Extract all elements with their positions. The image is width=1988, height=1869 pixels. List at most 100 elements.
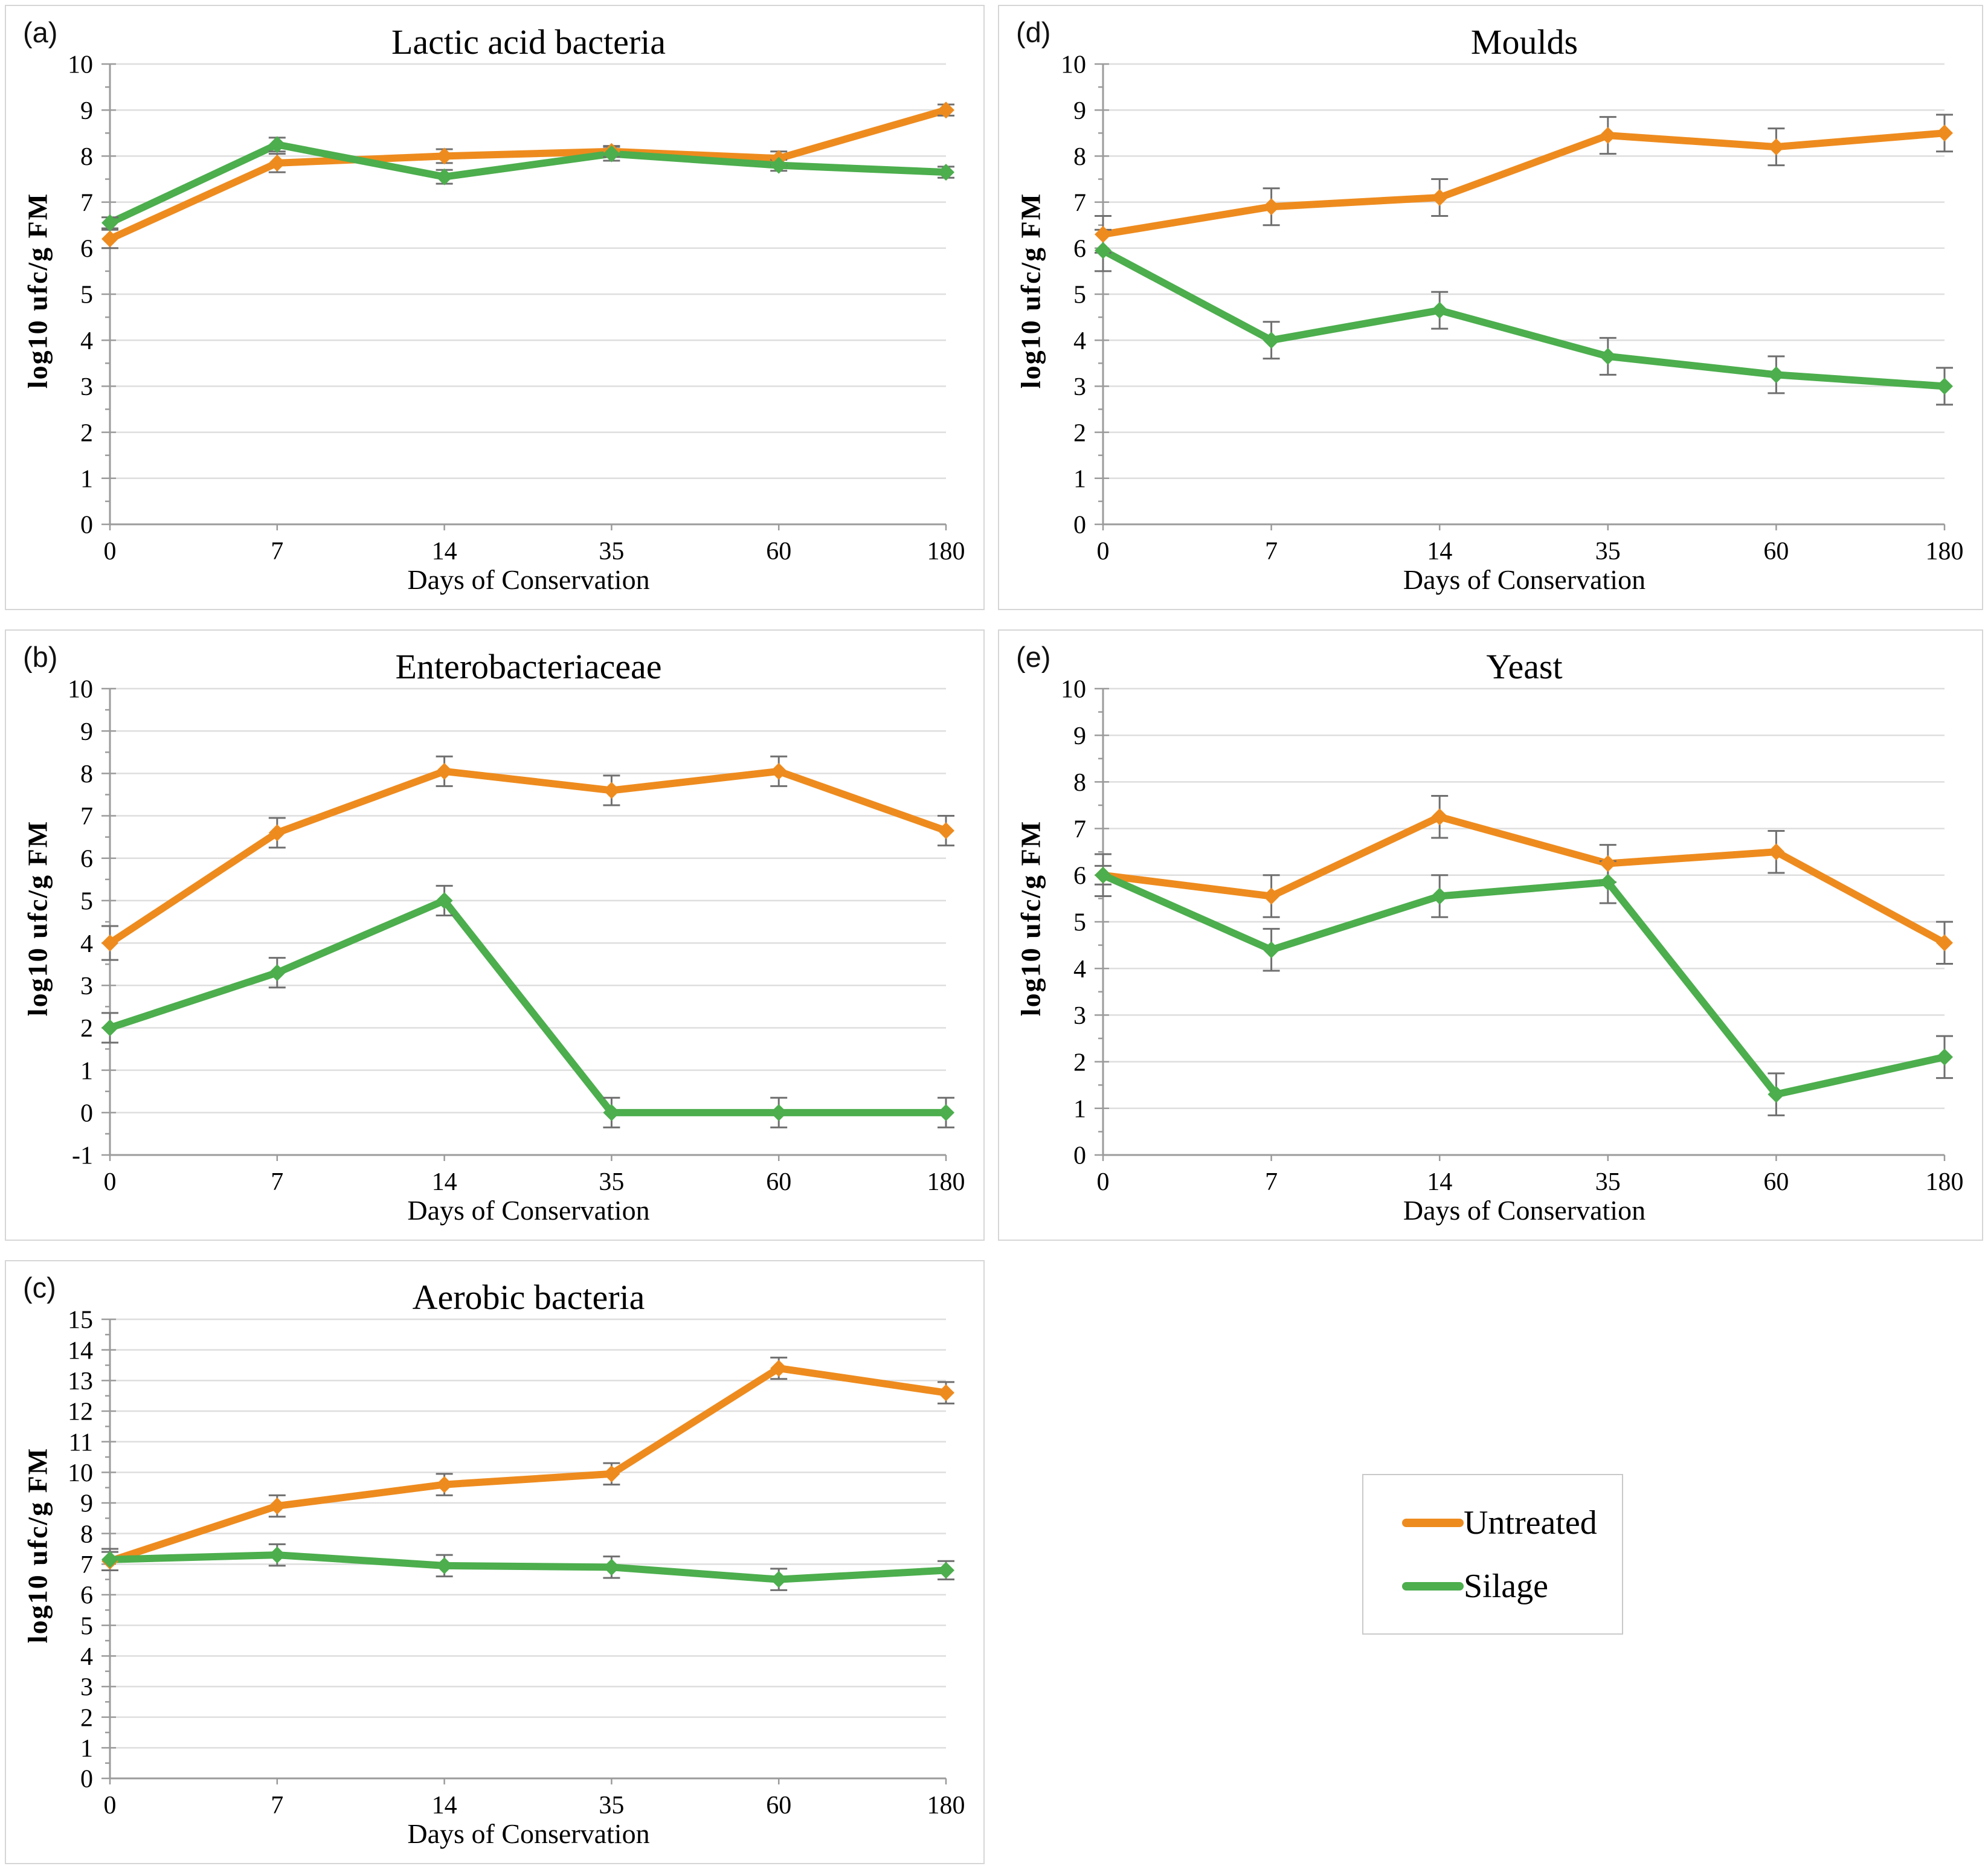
y-tick-label: 5 <box>80 1612 93 1640</box>
data-point-marker-untreated <box>1431 188 1449 206</box>
x-tick-label: 60 <box>1763 1168 1789 1196</box>
y-tick-label: 4 <box>1073 956 1086 983</box>
data-point-marker-untreated <box>1599 855 1616 872</box>
x-tick-label: 14 <box>432 1168 457 1196</box>
y-tick-label: 0 <box>80 1766 93 1793</box>
y-tick-label: 10 <box>68 676 93 704</box>
y-tick-label: 7 <box>80 189 93 217</box>
x-tick-label: 35 <box>1595 1168 1621 1196</box>
data-point-marker-silage <box>436 168 453 185</box>
series-line-untreated <box>106 767 950 947</box>
data-point-marker-untreated <box>1936 124 1953 142</box>
x-tick-label: 180 <box>1926 1168 1964 1196</box>
chart-canvas-yeast: 0 1 2 3 4 5 6 7 8 9 10 0 7 14 35 60 180 <box>1061 676 1964 1196</box>
data-point-marker-untreated <box>1263 887 1280 905</box>
data-point-marker-untreated <box>938 101 954 119</box>
series-line-silage <box>106 141 950 227</box>
series-line-silage <box>106 896 950 1116</box>
data-point-marker-untreated <box>603 782 620 799</box>
panel-letter: (d) <box>1016 16 1051 48</box>
x-tick-label: 0 <box>1097 1168 1110 1196</box>
data-point-marker-silage <box>1095 866 1111 884</box>
data-point-marker-silage <box>268 1546 286 1564</box>
data-point-marker-untreated <box>268 824 286 841</box>
x-tick-label: 180 <box>927 1792 965 1819</box>
data-point-marker-silage <box>101 1551 118 1568</box>
y-tick-label: 5 <box>1073 281 1086 309</box>
data-point-marker-silage <box>101 214 118 231</box>
y-tick-label: 5 <box>1073 909 1086 937</box>
y-tick-label: 4 <box>80 327 93 355</box>
chart-title: Moulds <box>1470 22 1578 62</box>
data-point-marker-silage <box>268 964 286 982</box>
chart-canvas-moulds: 0 1 2 3 4 5 6 7 8 9 10 0 7 14 35 60 180 <box>1061 51 1964 565</box>
y-tick-label: 1 <box>80 1735 93 1763</box>
data-point-marker-untreated <box>1768 138 1785 156</box>
panel-letter: (a) <box>23 16 58 48</box>
data-point-marker-silage <box>770 1104 788 1121</box>
series-line-untreated <box>106 106 950 243</box>
data-point-marker-silage <box>603 1559 620 1576</box>
legend-label-untreated: Untreated <box>1464 1504 1597 1542</box>
data-point-marker-silage <box>436 892 453 909</box>
y-tick-label: 1 <box>80 1057 93 1085</box>
x-tick-label: 14 <box>1427 1168 1452 1196</box>
y-tick-label: 8 <box>80 1520 93 1548</box>
y-tick-label: 0 <box>1073 1142 1086 1170</box>
x-tick-label: 7 <box>1265 1168 1278 1196</box>
data-point-marker-silage <box>1936 378 1953 395</box>
data-point-marker-untreated <box>101 934 118 952</box>
y-tick-label: 1 <box>1073 1096 1086 1124</box>
y-tick-label: 6 <box>1073 236 1086 263</box>
y-tick-label: 5 <box>80 888 93 916</box>
y-tick-label: 6 <box>1073 863 1086 890</box>
chart-canvas-lactic-acid-bacteria: 0 1 2 3 4 5 6 7 8 9 10 0 7 14 35 60 180 <box>68 51 965 565</box>
data-point-marker-silage <box>1768 366 1785 384</box>
x-axis-title: Days of Conservation <box>407 1818 650 1849</box>
y-tick-label: 3 <box>80 1674 93 1702</box>
legend-item-untreated: Untreated <box>1402 1506 1622 1540</box>
y-tick-label: 2 <box>80 1704 93 1732</box>
data-point-marker-silage <box>1431 887 1449 905</box>
panel-yeast: (e) Yeast log10 ufc/g FM Days of Conserv… <box>998 629 1983 1241</box>
data-point-marker-silage <box>770 156 788 174</box>
y-tick-label: 2 <box>1073 1049 1086 1076</box>
x-tick-label: 180 <box>1926 538 1964 565</box>
data-point-marker-silage <box>101 1019 118 1037</box>
series-line-untreated <box>106 1365 950 1565</box>
data-point-marker-silage <box>1599 347 1616 365</box>
data-point-marker-untreated <box>101 230 118 248</box>
data-point-marker-untreated <box>1263 198 1280 216</box>
panel-enterobacteriaceae: (b) Enterobacteriaceae log10 ufc/g FM Da… <box>5 629 985 1241</box>
y-tick-label: 7 <box>1073 189 1086 217</box>
y-tick-label: 9 <box>80 1490 93 1518</box>
panel-moulds: (d) Moulds log10 ufc/g FM Days of Conser… <box>998 5 1983 610</box>
x-tick-label: 14 <box>432 1792 457 1819</box>
data-point-marker-untreated <box>1095 225 1111 243</box>
x-tick-label: 35 <box>599 1792 624 1819</box>
data-point-marker-untreated <box>1599 127 1616 144</box>
x-tick-label: 14 <box>432 538 457 565</box>
y-tick-label: 3 <box>1073 1002 1086 1030</box>
panel-lactic-acid-bacteria: (a) Lactic acid bacteria log10 ufc/g FM … <box>5 5 985 610</box>
silage-line-swatch <box>1402 1581 1464 1591</box>
data-point-marker-untreated <box>938 822 954 840</box>
y-tick-label: 2 <box>80 419 93 447</box>
data-point-marker-silage <box>436 1557 453 1574</box>
y-tick-label: 9 <box>1073 722 1086 750</box>
data-point-marker-untreated <box>268 1497 286 1515</box>
x-tick-label: 35 <box>599 1168 624 1196</box>
chart-title: Lactic acid bacteria <box>391 22 666 62</box>
panel-letter: (c) <box>23 1272 56 1304</box>
y-tick-label: 8 <box>1073 769 1086 797</box>
data-point-marker-untreated <box>1936 934 1953 951</box>
legend: Untreated Silage <box>1362 1474 1623 1635</box>
x-tick-label: 180 <box>927 538 965 565</box>
y-tick-label: 7 <box>80 1551 93 1579</box>
y-tick-label: 5 <box>80 281 93 309</box>
y-tick-label: 8 <box>1073 143 1086 171</box>
data-point-marker-silage <box>1263 332 1280 349</box>
chart-title: Enterobacteriaceae <box>395 647 662 686</box>
y-tick-label: 6 <box>80 236 93 263</box>
data-point-marker-untreated <box>603 1465 620 1482</box>
